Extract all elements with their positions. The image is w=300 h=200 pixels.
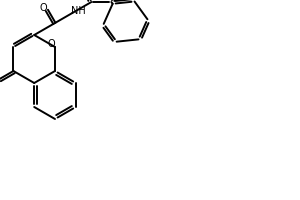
Text: O: O (40, 3, 47, 13)
Text: O: O (47, 39, 55, 49)
Text: NH: NH (71, 6, 86, 17)
